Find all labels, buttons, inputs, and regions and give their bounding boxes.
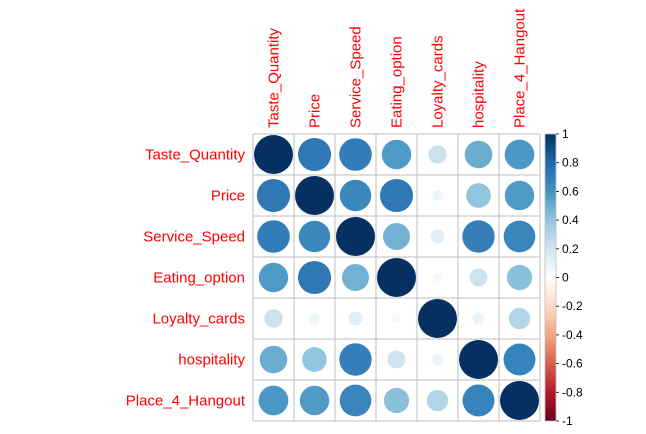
corr-circle-Eating_option-hospitality — [469, 268, 488, 287]
corr-circle-hospitality-hospitality — [459, 340, 498, 379]
row-label: Service_Speed — [143, 229, 245, 246]
column-label: Loyalty_cards — [430, 35, 447, 128]
corr-circle-Place_4_Hangout-Place_4_Hangout — [500, 381, 539, 420]
corr-circle-Loyalty_cards-Loyalty_cards — [418, 299, 457, 338]
corr-circle-Price-Loyalty_cards — [431, 189, 444, 202]
corr-circle-Service_Speed-Taste_Quantity — [257, 220, 290, 253]
corr-circle-Service_Speed-hospitality — [462, 220, 495, 253]
colorbar-tick-label: 0.8 — [562, 156, 579, 170]
corr-circle-Service_Speed-Price — [298, 220, 331, 253]
corr-circle-Taste_Quantity-Taste_Quantity — [254, 135, 293, 174]
corr-circle-Price-Place_4_Hangout — [504, 180, 535, 211]
corr-circle-Place_4_Hangout-Loyalty_cards — [426, 389, 449, 412]
corr-circle-hospitality-Price — [302, 347, 327, 372]
corr-circle-Service_Speed-Service_Speed — [336, 217, 375, 256]
corr-circle-Loyalty_cards-Eating_option — [392, 314, 401, 323]
color-legend: 1 0.8 0.6 0.4 0.2 0 -0.2 -0.4 -0.6 -0.8 -1 — [544, 127, 583, 428]
corr-circle-Service_Speed-Loyalty_cards — [430, 229, 445, 244]
corr-circle-Place_4_Hangout-Eating_option — [383, 387, 410, 414]
colorbar-gradient — [544, 133, 557, 422]
colorbar-tick-label: -1 — [562, 414, 573, 428]
corr-circle-Taste_Quantity-hospitality — [464, 140, 493, 169]
corr-circle-Eating_option-Price — [297, 260, 332, 295]
column-label: Price — [307, 94, 324, 128]
corr-circle-Price-Taste_Quantity — [256, 178, 291, 213]
corr-circle-hospitality-Eating_option — [387, 350, 406, 369]
corr-circle-Taste_Quantity-Service_Speed — [339, 138, 372, 171]
corr-circle-Eating_option-Loyalty_cards — [433, 273, 442, 282]
colorbar-tick-label: 1 — [562, 127, 569, 141]
grid-lines — [252, 133, 541, 422]
column-label: Taste_Quantity — [266, 27, 283, 128]
corr-circle-Eating_option-Service_Speed — [341, 263, 370, 292]
colorbar-tick-label: -0.8 — [562, 385, 583, 399]
row-label: Eating_option — [153, 270, 245, 287]
corr-circle-Taste_Quantity-Loyalty_cards — [428, 145, 447, 164]
row-label: Loyalty_cards — [152, 311, 245, 328]
corr-circle-Loyalty_cards-Service_Speed — [348, 311, 363, 326]
column-label: Service_Speed — [348, 26, 365, 128]
corr-circle-Place_4_Hangout-Price — [299, 385, 330, 416]
corr-circle-Place_4_Hangout-Service_Speed — [339, 384, 372, 417]
corr-circle-Place_4_Hangout-Taste_Quantity — [258, 385, 289, 416]
corr-circle-Eating_option-Eating_option — [377, 258, 416, 297]
colorbar-tick-label: -0.6 — [562, 357, 583, 371]
axis-labels: Taste_Quantity Price Service_Speed Eating_o… — [126, 8, 529, 410]
colorbar-tick-label: -0.2 — [562, 299, 583, 313]
corr-circle-Price-Service_Speed — [339, 179, 372, 212]
corr-circle-Loyalty_cards-Place_4_Hangout — [508, 307, 531, 330]
corr-circle-Loyalty_cards-Price — [308, 312, 321, 325]
corr-circle-Price-Eating_option — [379, 178, 414, 213]
colorbar-tick-label: 0.4 — [562, 213, 579, 227]
corr-circle-hospitality-Place_4_Hangout — [503, 343, 536, 376]
colorbar-tick-label: 0.2 — [562, 242, 579, 256]
corr-circle-Loyalty_cards-Taste_Quantity — [264, 309, 283, 328]
corr-circle-Price-Price — [295, 176, 334, 215]
corr-circle-hospitality-Service_Speed — [339, 343, 372, 376]
row-label: Place_4_Hangout — [126, 393, 246, 410]
column-label: Eating_option — [389, 36, 406, 128]
colorbar-tick-label: -0.4 — [562, 328, 583, 342]
column-label: hospitality — [471, 61, 488, 128]
corr-circle-Place_4_Hangout-hospitality — [462, 384, 495, 417]
column-label: Place_4_Hangout — [512, 8, 529, 128]
corr-circle-Taste_Quantity-Price — [297, 137, 332, 172]
corr-circle-Taste_Quantity-Eating_option — [381, 139, 412, 170]
corr-circle-Taste_Quantity-Place_4_Hangout — [504, 139, 535, 170]
correlation-circles — [254, 135, 539, 420]
corr-circle-Eating_option-Place_4_Hangout — [506, 264, 533, 291]
corr-circle-Loyalty_cards-hospitality — [472, 312, 485, 325]
row-label: hospitality — [178, 352, 245, 369]
corr-circle-hospitality-Taste_Quantity — [259, 345, 288, 374]
row-label: Taste_Quantity — [145, 147, 246, 164]
corr-circle-Service_Speed-Eating_option — [382, 222, 411, 251]
corr-circle-Service_Speed-Place_4_Hangout — [503, 220, 536, 253]
colorbar-tick-label: 0 — [562, 271, 569, 285]
corr-circle-Eating_option-Taste_Quantity — [258, 262, 289, 293]
colorbar-tick-label: 0.6 — [562, 184, 579, 198]
corr-circle-Price-hospitality — [466, 183, 491, 208]
corr-circle-hospitality-Loyalty_cards — [431, 353, 444, 366]
row-label: Price — [211, 188, 245, 205]
